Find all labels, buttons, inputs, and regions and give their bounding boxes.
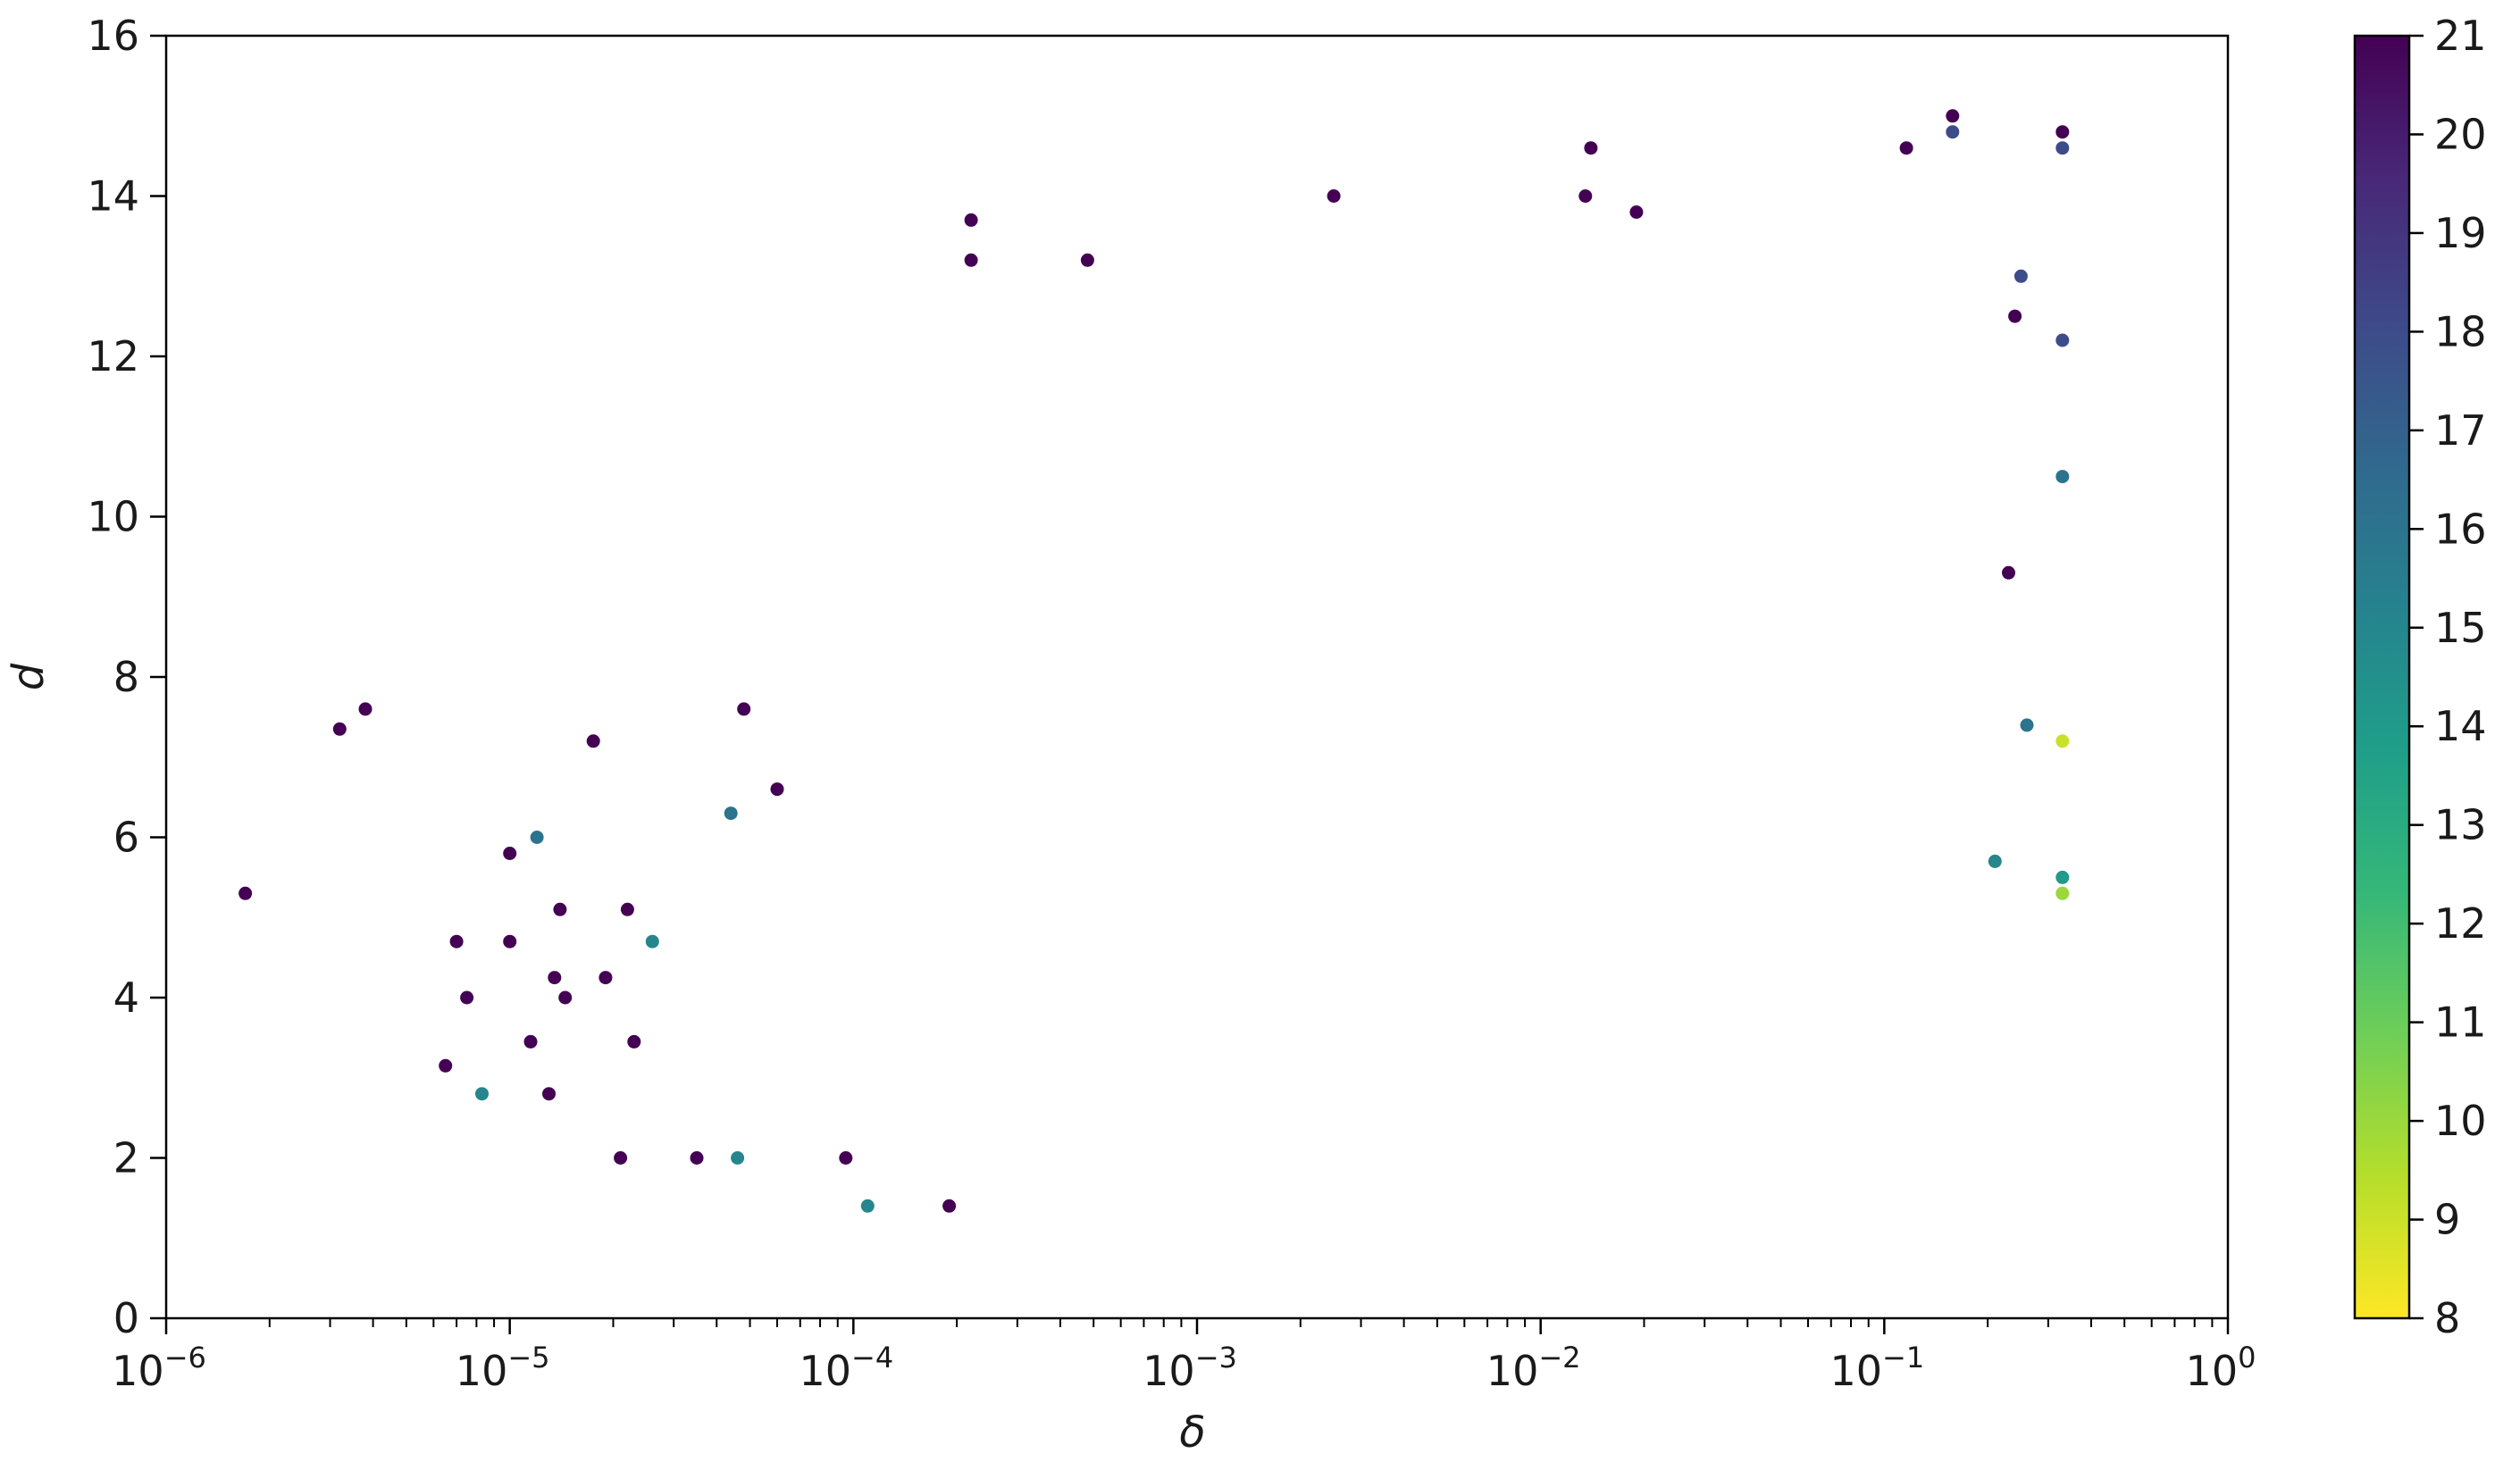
data-point (860, 1199, 875, 1213)
data-point (2013, 269, 2028, 283)
data-point (503, 934, 517, 948)
data-point (2008, 309, 2022, 323)
data-point (548, 971, 562, 985)
y-tick-label: 8 (113, 653, 139, 701)
data-point (627, 1034, 641, 1049)
plot-frame (164, 34, 2230, 1320)
colorbar-tick-label: 16 (2434, 505, 2487, 553)
data-point (2055, 141, 2070, 155)
data-point (460, 990, 474, 1005)
data-point (737, 702, 751, 716)
data-point (614, 1151, 628, 1165)
data-point (770, 782, 784, 797)
data-point (1946, 125, 1960, 139)
data-point (523, 1034, 538, 1049)
data-point (724, 806, 738, 821)
x-tick-label: 10−3 (1143, 1341, 1237, 1395)
x-tick-label: 10−2 (1486, 1341, 1581, 1395)
data-point (1946, 109, 1960, 123)
x-tick-label: 10−5 (456, 1341, 550, 1395)
data-point (1578, 189, 1593, 203)
data-point (239, 886, 253, 900)
data-point (1327, 189, 1341, 203)
colorbar-tick-label: 12 (2434, 899, 2487, 948)
colorbar-tick-label: 11 (2434, 999, 2487, 1047)
colorbar-ticks: 8 9 10 11 12 13 14 15 16 17 18 19 20 21 (2409, 12, 2487, 1342)
data-point (964, 253, 978, 267)
data-point (2020, 718, 2034, 732)
colorbar-tick-label: 17 (2434, 406, 2487, 455)
data-point (1899, 141, 1913, 155)
colorbar-tick-label: 13 (2434, 801, 2487, 849)
data-point (1629, 205, 1644, 219)
colorbar-tick-label: 18 (2434, 307, 2487, 355)
y-tick-label: 4 (113, 973, 139, 1022)
colorbar: 8 9 10 11 12 13 14 15 16 17 18 19 20 21 (2353, 12, 2487, 1342)
colorbar-tick-label: 14 (2434, 702, 2487, 750)
data-point (358, 702, 373, 716)
data-point (839, 1151, 853, 1165)
data-point (1080, 253, 1094, 267)
y-tick-label: 10 (87, 493, 139, 541)
x-tick-label: 10−1 (1829, 1341, 1924, 1395)
data-point (439, 1058, 453, 1073)
y-tick-label: 6 (113, 814, 139, 862)
data-point (2055, 125, 2070, 139)
data-point (586, 734, 600, 748)
data-point (542, 1087, 556, 1101)
data-point (332, 722, 347, 736)
data-point (645, 934, 659, 948)
data-points-layer (239, 109, 2070, 1213)
y-tick-label: 2 (113, 1134, 139, 1182)
data-point (1584, 141, 1598, 155)
data-point (2055, 870, 2070, 884)
y-axis-label: d (4, 663, 54, 690)
x-tick-label: 100 (2186, 1341, 2256, 1395)
colorbar-tick-label: 8 (2434, 1294, 2460, 1342)
data-point (503, 847, 517, 860)
y-tick-label: 12 (87, 332, 139, 380)
data-point (942, 1199, 957, 1213)
x-tick-label: 10−4 (799, 1341, 893, 1395)
x-tick-label: 10−6 (112, 1341, 206, 1395)
data-point (690, 1151, 704, 1165)
x-axis-label: δ (1179, 1408, 1205, 1458)
data-point (964, 213, 978, 227)
data-point (2002, 565, 2015, 580)
data-point (2055, 734, 2070, 748)
y-axis: 0 2 4 6 8 10 12 14 16 (87, 12, 166, 1342)
colorbar-gradient (2353, 34, 2411, 1320)
colorbar-tick-label: 10 (2434, 1097, 2487, 1145)
data-point (2055, 470, 2070, 484)
data-point (731, 1151, 745, 1165)
data-point (449, 934, 464, 948)
data-point (530, 831, 544, 844)
colorbar-tick-label: 19 (2434, 209, 2487, 257)
colorbar-tick-label: 15 (2434, 604, 2487, 652)
y-tick-label: 16 (87, 12, 139, 60)
data-point (1988, 854, 2002, 868)
data-point (558, 990, 573, 1005)
colorbar-tick-label: 20 (2434, 110, 2487, 158)
data-point (599, 971, 613, 985)
data-point (2055, 333, 2070, 347)
x-axis: 10−6 10−5 10−4 10−3 10−2 10−1 100 (112, 1318, 2256, 1395)
data-point (2055, 886, 2070, 900)
colorbar-tick-label: 9 (2434, 1196, 2460, 1244)
y-tick-label: 14 (87, 172, 139, 221)
y-tick-label: 0 (113, 1294, 139, 1342)
data-point (620, 902, 634, 916)
data-point (553, 902, 567, 916)
data-point (475, 1087, 489, 1101)
colorbar-tick-label: 21 (2434, 12, 2487, 60)
